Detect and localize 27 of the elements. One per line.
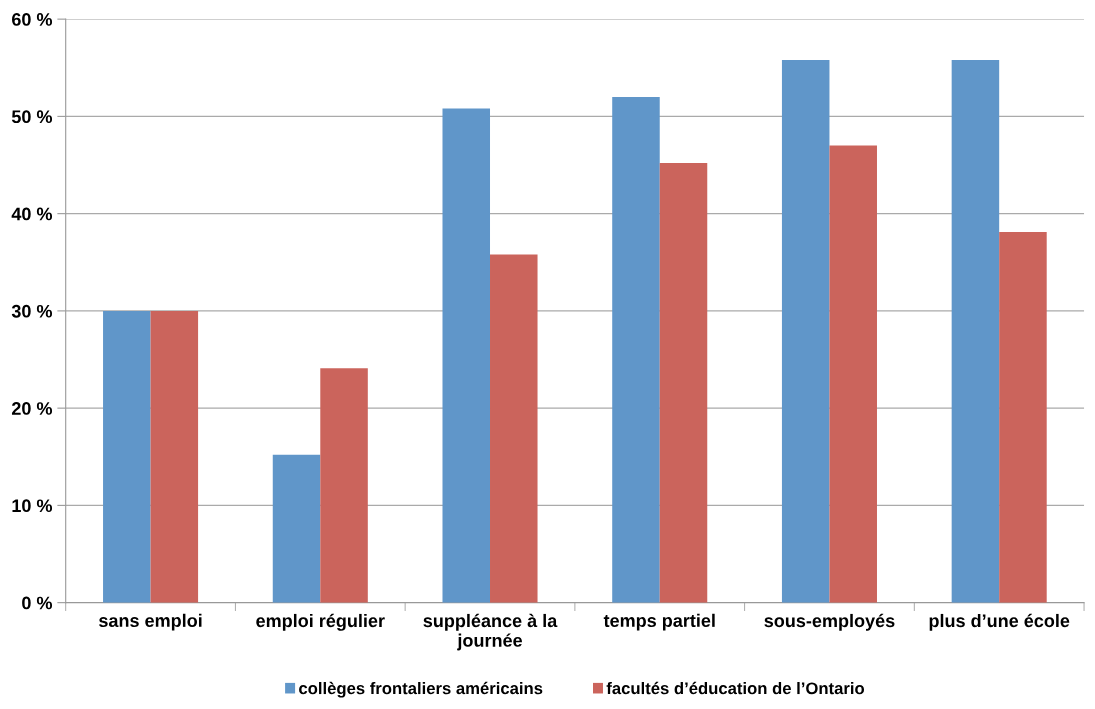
y-tick-label: 60 % [12, 13, 53, 26]
bar [442, 108, 491, 603]
bar [659, 163, 708, 603]
bar [320, 368, 368, 603]
bar [999, 232, 1047, 603]
bar [829, 145, 877, 603]
x-tick-label: plus d’une école [929, 613, 1070, 631]
x-tick-label: temps partiel [603, 613, 715, 631]
x-tick-label: sans emploi [99, 613, 202, 631]
x-tick-label: suppléance à la journée [423, 613, 558, 651]
y-tick-label: 30 % [11, 304, 53, 318]
y-tick-label: 0 % [22, 596, 53, 610]
y-tick-label: 20 % [11, 402, 53, 415]
x-tick-label: emploi régulier [256, 613, 385, 631]
bar [612, 96, 660, 603]
bar [150, 310, 199, 603]
legend-label: facultés d’éducation de l’Ontario [606, 681, 865, 695]
y-tick-label: 40 % [11, 207, 53, 221]
y-tick-label: 50 % [11, 110, 53, 124]
bar [781, 59, 830, 603]
bar [951, 59, 1000, 603]
bar [490, 254, 538, 603]
y-tick-label: 10 % [12, 499, 53, 513]
x-tick-label: sous-employés [764, 613, 895, 631]
bar [103, 310, 151, 603]
bar [272, 454, 321, 603]
legend-label: collèges frontaliers américains [299, 681, 543, 698]
